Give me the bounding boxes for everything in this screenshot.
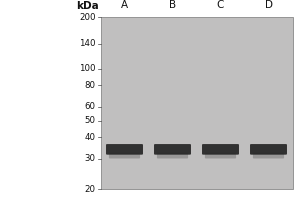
FancyBboxPatch shape bbox=[157, 153, 188, 158]
Text: 80: 80 bbox=[85, 81, 96, 90]
FancyBboxPatch shape bbox=[154, 144, 191, 155]
Bar bbox=[100, 17, 292, 189]
Text: 100: 100 bbox=[79, 64, 96, 73]
FancyBboxPatch shape bbox=[250, 144, 287, 155]
FancyBboxPatch shape bbox=[253, 153, 284, 158]
Text: C: C bbox=[217, 0, 224, 10]
FancyBboxPatch shape bbox=[205, 153, 236, 158]
FancyBboxPatch shape bbox=[109, 153, 140, 158]
FancyBboxPatch shape bbox=[106, 144, 143, 155]
Text: D: D bbox=[265, 0, 272, 10]
Text: A: A bbox=[121, 0, 128, 10]
Text: 30: 30 bbox=[85, 154, 96, 163]
Text: 20: 20 bbox=[85, 184, 96, 194]
Text: 200: 200 bbox=[79, 12, 96, 21]
Text: 50: 50 bbox=[85, 116, 96, 125]
FancyBboxPatch shape bbox=[202, 144, 239, 155]
Text: kDa: kDa bbox=[76, 1, 99, 11]
Text: 40: 40 bbox=[85, 133, 96, 142]
Text: 140: 140 bbox=[79, 39, 96, 48]
Text: B: B bbox=[169, 0, 176, 10]
Text: 60: 60 bbox=[85, 102, 96, 111]
